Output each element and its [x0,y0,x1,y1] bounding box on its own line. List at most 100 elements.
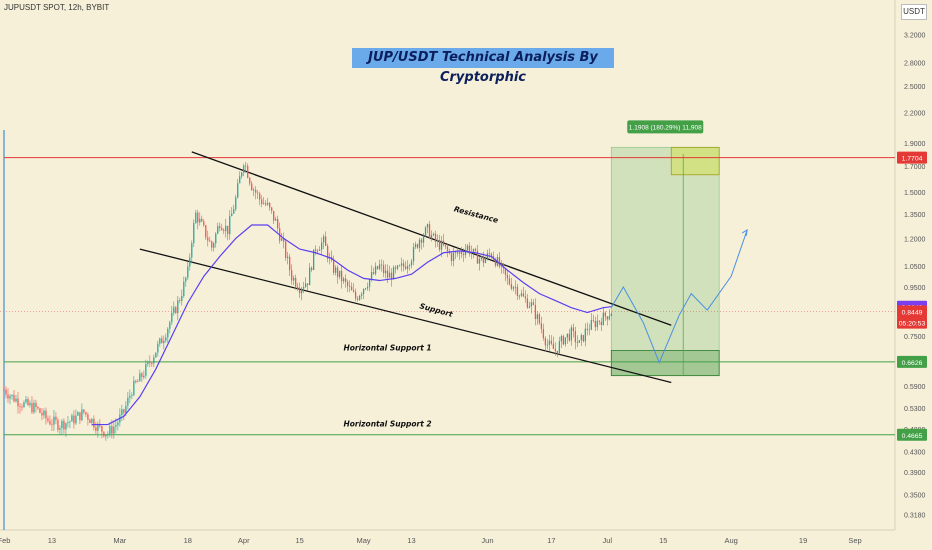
candle-body [195,212,197,224]
candle-body [61,420,63,429]
candle-body [422,235,425,243]
candle-body [81,409,83,421]
candle-body [484,258,487,263]
candle-body [143,375,145,378]
candle-body [510,284,513,289]
candle-body [362,288,365,294]
candle-body [289,256,291,271]
candle-body [534,304,537,319]
candle-body [570,327,573,341]
price-tick-label: 0.3900 [904,470,926,477]
candle-body [243,165,245,173]
candle-body [185,277,187,282]
candle-body [600,321,602,326]
candle-body [169,322,171,329]
candle-body [77,412,79,416]
candle-body [93,418,95,428]
candle-body [380,264,383,266]
candle-body [49,420,51,425]
candle-body [217,226,219,234]
candle-body [183,281,185,296]
currency-button[interactable]: USDT [901,4,927,20]
candle-body [39,408,41,413]
candle-body [273,210,275,221]
candle-body [275,219,277,221]
candle-body [209,240,211,242]
time-tick-label: Mar [113,536,126,545]
candle-body [372,272,375,274]
candle-body [37,406,39,409]
price-label: 0.4665 [902,433,923,440]
candle-body [271,207,273,211]
candle-body [167,328,169,338]
candle-body [125,405,127,413]
candle-body [317,250,319,252]
candle-body [514,286,517,288]
candle-body [251,183,253,191]
candle-body [408,265,411,267]
candle-body [522,293,525,297]
candle-body [241,172,243,177]
candle-body [356,298,359,300]
candle-body [364,288,367,290]
candle-body [223,230,225,232]
candle-body [97,423,99,431]
candle-body [201,218,203,222]
candle-body [584,328,586,342]
candle-body [17,398,19,407]
candle-body [590,320,592,330]
candle-body [378,264,381,269]
candle-body [87,414,89,420]
candle-body [560,336,563,342]
chart-title: JUP/USDT Technical Analysis By Cryptorph… [352,48,614,85]
candle-body [319,249,321,251]
candle-body [530,302,533,307]
candle-body [504,268,507,275]
candle-body [516,286,519,297]
candle-body [257,192,259,194]
candle-body [442,240,445,246]
candle-body [350,286,353,291]
candle-body [123,409,125,413]
candle-body [384,270,387,274]
candle-body [211,241,213,248]
candle-body [376,266,379,269]
candle-body [301,288,303,294]
candle-body [392,267,395,280]
candle-body [346,281,349,287]
candle-body [173,307,175,313]
candle-body [189,257,191,267]
candle-body [342,278,345,282]
candle-body [287,256,289,258]
candle-body [315,249,317,251]
candle-body [334,267,337,273]
candle-body [5,389,7,395]
candle-body [165,337,167,341]
candle-body [582,335,584,342]
time-tick-label: Aug [725,536,738,545]
candle-body [368,278,371,287]
target-label: 1.1908 (180.29%) 11,908 [629,124,702,131]
candle-body [285,241,287,258]
candle-body [452,252,455,262]
candle-body [348,286,351,288]
candle-body [416,244,419,248]
candle-body [488,253,491,255]
chart-annotation: Support [419,301,454,319]
price-tick-label: 1.3500 [904,212,926,219]
candle-body [249,177,251,184]
price-tick-label: 0.3180 [904,512,926,519]
time-tick-label: May [357,536,371,545]
candle-body [313,249,315,270]
candle-body [326,245,329,259]
chart-annotation: Resistance [453,204,499,224]
candle-body [35,402,37,407]
candle-body [508,278,511,285]
candle-body [305,283,307,288]
candle-body [554,348,557,351]
price-axis-panel [895,0,932,550]
candle-body [85,412,87,415]
candle-body [297,286,299,290]
